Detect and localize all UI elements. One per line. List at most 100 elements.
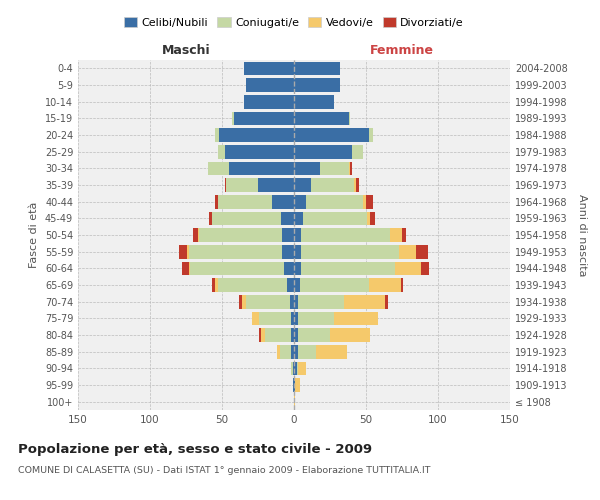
Bar [421,262,430,275]
Text: Femmine: Femmine [370,44,434,57]
Bar [294,78,340,92]
Bar [366,195,373,208]
Bar [265,328,291,342]
Bar [193,228,197,242]
Bar [294,228,301,242]
Bar [218,195,272,208]
Bar [218,145,225,158]
Bar [189,245,283,258]
Bar [283,228,294,242]
Bar [395,262,421,275]
Bar [334,312,377,325]
Y-axis label: Anni di nascita: Anni di nascita [577,194,587,276]
Bar [298,345,316,358]
Bar [298,295,344,308]
Bar [401,278,403,292]
Bar [197,228,199,242]
Bar [294,395,295,408]
Bar [294,345,298,358]
Bar [385,295,388,308]
Bar [215,128,219,142]
Bar [402,228,406,242]
Bar [370,212,374,225]
Bar [199,228,283,242]
Bar [215,195,218,208]
Bar [242,295,247,308]
Bar [294,112,349,125]
Bar [294,312,298,325]
Bar [294,262,301,275]
Bar [287,278,294,292]
Bar [302,212,367,225]
Bar [215,278,218,292]
Bar [209,212,212,225]
Bar [189,262,190,275]
Bar [212,278,215,292]
Bar [356,178,359,192]
Bar [300,278,369,292]
Bar [301,262,395,275]
Bar [349,112,350,125]
Bar [294,62,340,75]
Bar [281,212,294,225]
Text: Maschi: Maschi [161,44,211,57]
Bar [179,245,187,258]
Bar [229,162,294,175]
Bar [294,295,298,308]
Bar [391,228,402,242]
Bar [190,262,284,275]
Bar [369,278,401,292]
Bar [294,178,311,192]
Bar [218,278,287,292]
Bar [225,145,294,158]
Bar [239,295,242,308]
Bar [350,162,352,175]
Bar [363,195,366,208]
Bar [187,245,189,258]
Bar [294,145,352,158]
Bar [367,212,370,225]
Bar [233,112,294,125]
Bar [293,378,294,392]
Bar [291,312,294,325]
Bar [316,345,347,358]
Bar [399,245,416,258]
Y-axis label: Fasce di età: Fasce di età [29,202,39,268]
Bar [277,345,280,358]
Bar [311,178,355,192]
Bar [232,112,233,125]
Bar [219,128,294,142]
Bar [294,245,301,258]
Bar [259,328,261,342]
Bar [258,178,294,192]
Bar [294,162,320,175]
Text: COMUNE DI CALASETTA (SU) - Dati ISTAT 1° gennaio 2009 - Elaborazione TUTTITALIA.: COMUNE DI CALASETTA (SU) - Dati ISTAT 1°… [18,466,431,475]
Bar [247,295,290,308]
Bar [298,328,330,342]
Bar [330,328,370,342]
Bar [301,245,399,258]
Bar [247,78,294,92]
Legend: Celibi/Nubili, Coniugati/e, Vedovi/e, Divorziati/e: Celibi/Nubili, Coniugati/e, Vedovi/e, Di… [119,13,469,32]
Bar [244,95,294,108]
Bar [208,162,229,175]
Bar [225,178,226,192]
Bar [294,378,295,392]
Bar [293,362,294,375]
Bar [283,245,294,258]
Text: Popolazione per età, sesso e stato civile - 2009: Popolazione per età, sesso e stato civil… [18,442,372,456]
Bar [244,62,294,75]
Bar [301,228,391,242]
Bar [294,278,300,292]
Bar [259,312,291,325]
Bar [226,178,258,192]
Bar [261,328,265,342]
Bar [294,328,298,342]
Bar [349,162,350,175]
Bar [294,195,305,208]
Bar [280,345,291,358]
Bar [294,212,302,225]
Bar [344,295,385,308]
Bar [182,262,189,275]
Bar [291,328,294,342]
